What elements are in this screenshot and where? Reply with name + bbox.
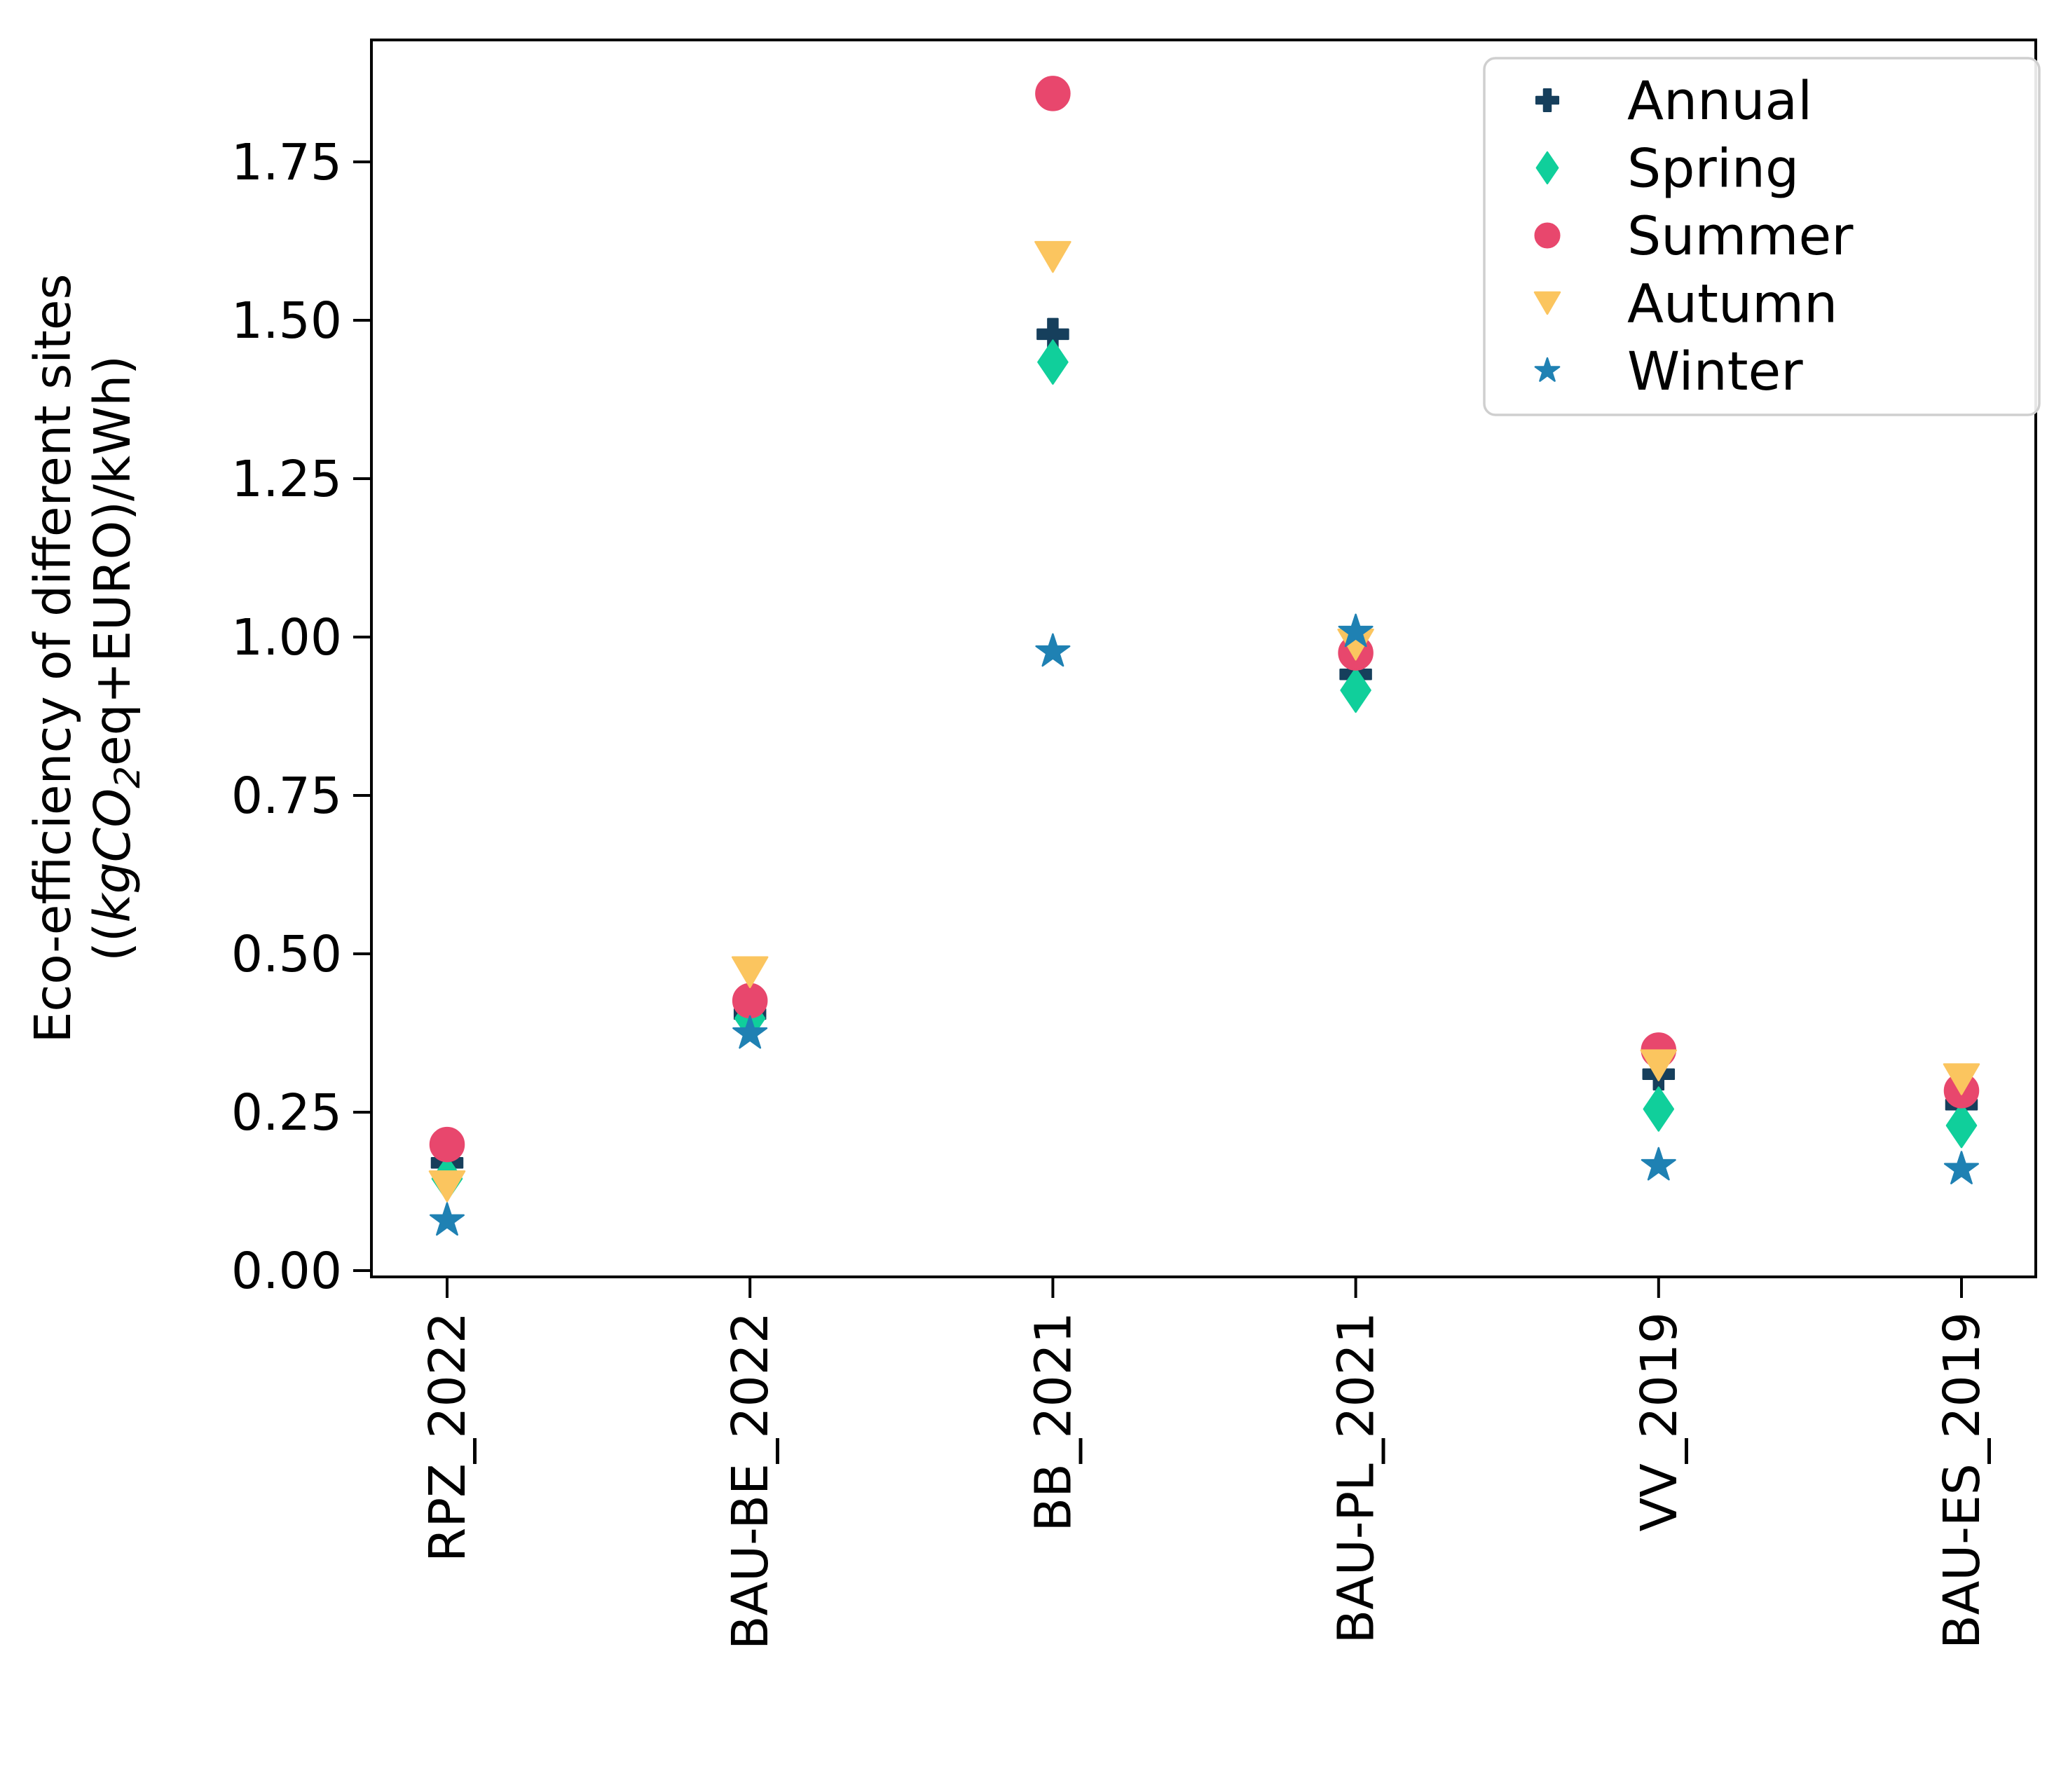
y-axis-label-line2: ((kgCO2​eq+EURO)/kWh) — [83, 355, 148, 962]
point-summer-rpz-2022 — [429, 1126, 465, 1163]
legend-entry-summer: Summer — [1534, 205, 1854, 267]
data-points — [428, 76, 1980, 1236]
legend-entry-autumn: Autumn — [1533, 273, 1837, 335]
legend-marker-triangle-down-icon — [1533, 291, 1561, 315]
legend-entry-winter: Winter — [1534, 340, 1803, 402]
point-summer-bb-2021 — [1035, 76, 1071, 111]
point-summer-bau-be-2022 — [732, 983, 768, 1019]
y-tick-label: 0.25 — [231, 1083, 342, 1142]
y-tick-label: 0.50 — [231, 925, 342, 983]
point-winter-bau-be-2022 — [732, 1015, 768, 1049]
y-tick-label: 1.00 — [231, 608, 342, 666]
point-autumn-bau-be-2022 — [731, 956, 769, 988]
point-autumn-vv-2019 — [1640, 1049, 1678, 1081]
legend-box — [1483, 57, 2041, 416]
y-tick-label: 1.25 — [231, 450, 342, 508]
y-axis-label-line1: Eco-efficiency of different sites — [24, 273, 82, 1043]
y-axis-label: Eco-efficiency of different sites ((kgCO2… — [24, 273, 148, 1043]
plot-area: 0.00 0.25 0.50 0.75 1.00 1.25 1.50 1.75 RPZ_2022… — [24, 39, 2037, 1650]
legend-label-annual: Annual — [1627, 69, 1812, 132]
point-spring-bb-2021 — [1037, 339, 1069, 385]
point-autumn-bb-2021 — [1034, 240, 1071, 273]
point-spring-vv-2019 — [1643, 1086, 1675, 1132]
point-winter-bau-pl-2021 — [1338, 613, 1374, 648]
y-tick-label: 0.75 — [231, 767, 342, 825]
x-tick-label-vv-2019: VV_2019 — [1630, 1312, 1688, 1531]
point-autumn-bau-es-2019 — [1943, 1063, 1980, 1095]
legend-entry-spring: Spring — [1535, 137, 1799, 200]
x-axis: RPZ_2022 BAU-BE_2022 BB_2021 BAU-PL_2021 VV_… — [418, 1277, 1991, 1650]
x-tick-label-bb-2021: BB_2021 — [1024, 1312, 1082, 1532]
point-autumn-rpz-2022 — [428, 1170, 466, 1203]
point-spring-bau-es-2019 — [1945, 1102, 1978, 1149]
series-winter — [429, 613, 1980, 1236]
legend-marker-plus-icon — [1535, 88, 1560, 113]
y-axis: 0.00 0.25 0.50 0.75 1.00 1.25 1.50 1.75 — [231, 133, 371, 1300]
legend-entry-annual: Annual — [1535, 69, 1812, 132]
series-summer — [429, 76, 1980, 1163]
legend-marker-thin-diamond-icon — [1535, 151, 1559, 185]
legend-label-winter: Winter — [1627, 340, 1803, 402]
point-winter-bau-es-2019 — [1943, 1151, 1980, 1184]
x-tick-label-rpz-2022: RPZ_2022 — [418, 1312, 477, 1562]
x-tick-label-bau-be-2022: BAU-BE_2022 — [721, 1312, 779, 1650]
legend-label-spring: Spring — [1627, 137, 1799, 200]
y-tick-label: 1.75 — [231, 133, 342, 191]
x-tick-label-bau-es-2019: BAU-ES_2019 — [1933, 1312, 1991, 1649]
legend-marker-circle-icon — [1534, 222, 1561, 249]
point-annual-bb-2021 — [1036, 317, 1069, 351]
legend-label-autumn: Autumn — [1627, 273, 1837, 335]
x-tick-label-bau-pl-2021: BAU-PL_2021 — [1327, 1312, 1385, 1643]
legend-marker-star-icon — [1534, 357, 1561, 382]
plot-border — [370, 39, 2037, 1278]
point-spring-bau-pl-2021 — [1340, 667, 1371, 713]
y-tick-label: 0.00 — [231, 1242, 342, 1300]
y-tick-label: 1.50 — [231, 292, 342, 350]
legend-label-summer: Summer — [1627, 205, 1854, 267]
point-winter-bb-2021 — [1035, 633, 1071, 667]
point-winter-vv-2019 — [1641, 1147, 1676, 1181]
point-winter-rpz-2022 — [429, 1202, 465, 1236]
